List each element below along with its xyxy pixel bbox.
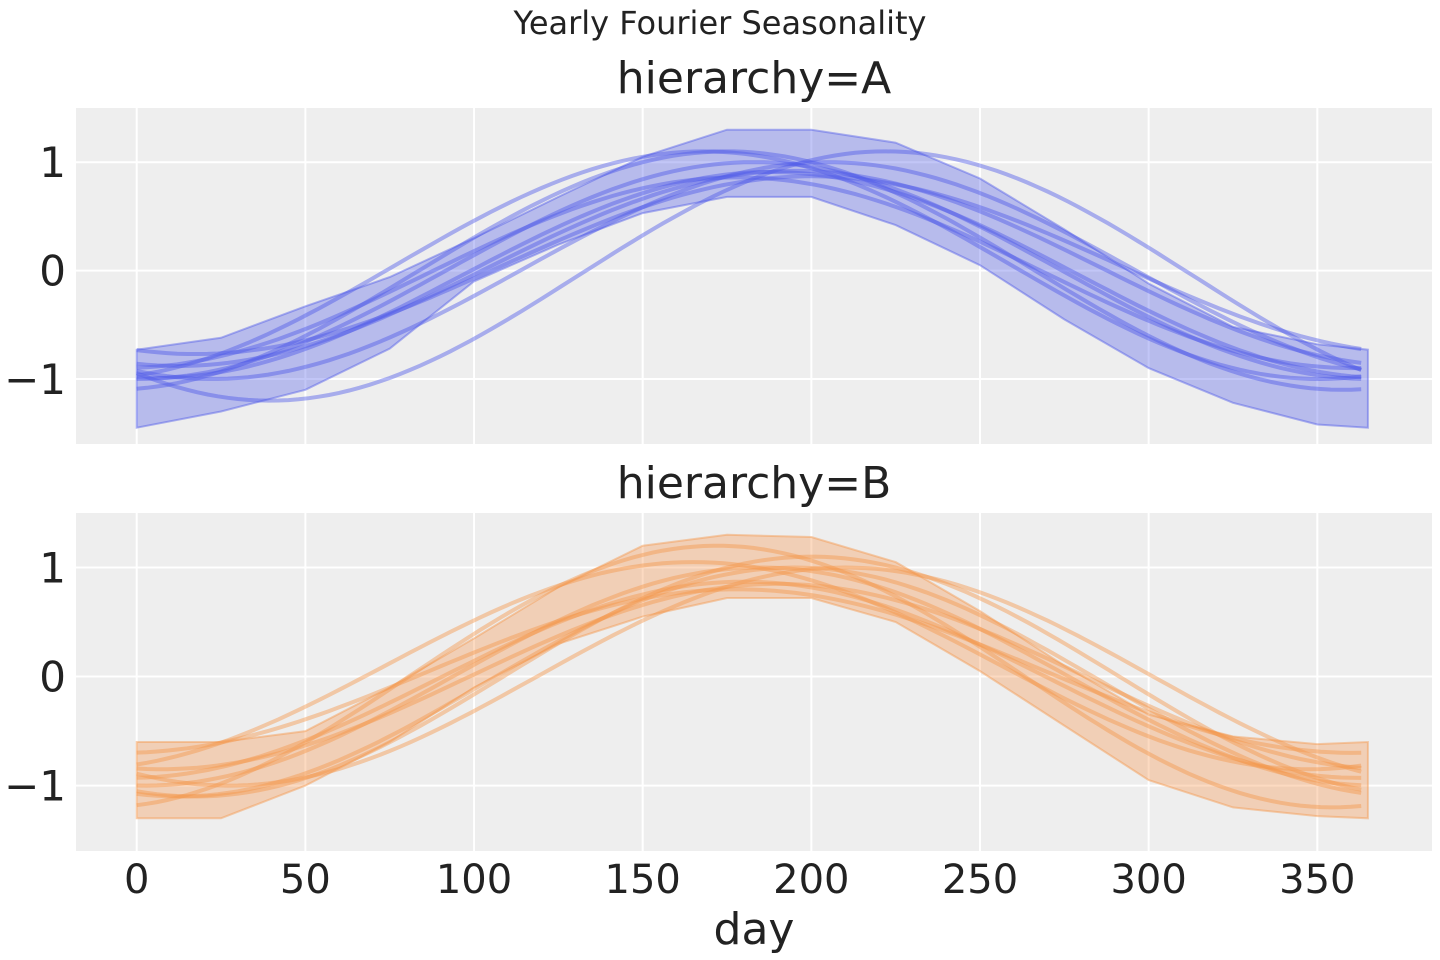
sample-line-b-8	[136, 565, 1362, 788]
sample-line-b-3	[136, 554, 1362, 799]
sample-line-a-4	[136, 174, 1362, 356]
y-tick-label-b-2: 1	[39, 544, 66, 593]
y-tick-label-b-0: −1	[4, 762, 66, 811]
sample-line-b-7	[136, 579, 1362, 780]
sample-line-a-3	[135, 149, 1362, 403]
x-tick-label-1: 50	[280, 857, 331, 903]
sample-line-a-0	[136, 160, 1362, 381]
panel-hierarchy-b: hierarchy=B −1 0 1 0 50 100 150 200 250 300 350	[4, 458, 1432, 903]
sample-line-a-2	[136, 149, 1362, 392]
sample-line-a-7	[136, 160, 1362, 381]
y-tick-label-b-1: 0	[39, 653, 66, 702]
hdi-band-b	[135, 533, 1369, 820]
sample-line-a-1	[136, 168, 1362, 369]
plot-area-a	[76, 108, 1432, 444]
sample-line-b-4	[136, 587, 1362, 755]
sample-line-b-6	[136, 565, 1362, 799]
sample-line-a-5	[136, 149, 1362, 382]
y-tick-label-a-1: 0	[39, 247, 66, 296]
panel-title-a: hierarchy=A	[617, 53, 891, 104]
panel-title-b: hierarchy=B	[617, 458, 892, 509]
sample-line-b-2	[136, 581, 1362, 772]
x-tick-label-4: 200	[773, 857, 849, 903]
sample-line-a-8	[136, 175, 1362, 371]
panel-hierarchy-a: hierarchy=A −1 0 1	[4, 53, 1432, 444]
sample-line-b-5	[136, 560, 1362, 772]
plot-area-b	[76, 513, 1432, 851]
figure-title: Yearly Fourier Seasonality	[513, 4, 927, 42]
sample-line-b-1	[136, 543, 1362, 810]
x-tick-label-0: 0	[124, 857, 149, 903]
y-tick-label-a-0: −1	[4, 355, 66, 404]
hdi-band-a	[135, 128, 1369, 429]
x-tick-label-7: 350	[1279, 857, 1355, 903]
x-tick-label-6: 300	[1110, 857, 1186, 903]
sample-line-a-6	[136, 170, 1362, 380]
x-axis-label: day	[714, 904, 795, 955]
y-tick-label-a-2: 1	[39, 138, 66, 187]
x-tick-label-2: 100	[436, 857, 512, 903]
x-tick-label-5: 250	[942, 857, 1018, 903]
x-tick-label-3: 150	[605, 857, 681, 903]
sample-line-b-0	[136, 565, 1362, 788]
